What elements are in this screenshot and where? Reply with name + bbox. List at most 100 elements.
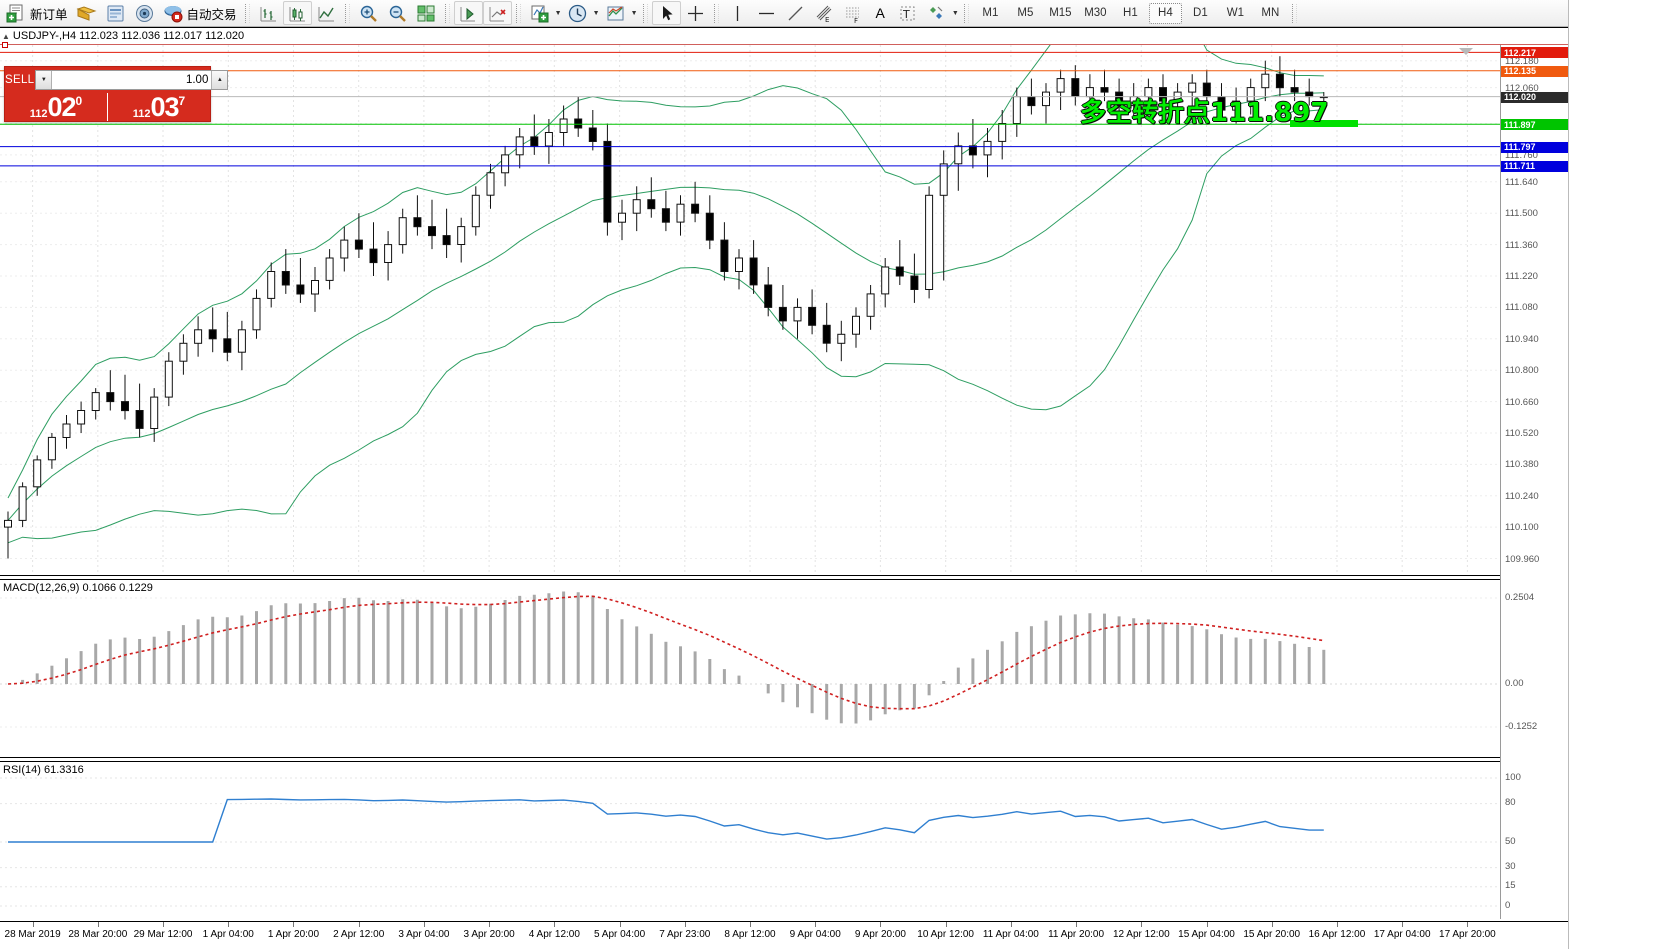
time-axis[interactable]: 28 Mar 2019 28 Mar 20:00 29 Mar 12:00 1 Apr… <box>0 922 1500 950</box>
time-axis-label: 15 Apr 04:00 <box>1178 929 1235 940</box>
macd-chart-svg <box>0 591 1500 728</box>
timeframe-w1[interactable]: W1 <box>1226 7 1244 19</box>
price-level-badge[interactable]: 111.711 <box>1501 160 1569 172</box>
chart-window[interactable]: ▲ USDJPY-,H4 112.023 112.036 112.017 112… <box>0 27 1675 950</box>
horizontal-line-button[interactable] <box>752 1 781 25</box>
text-icon: A <box>875 5 885 21</box>
price-scale[interactable]: 112.180112.060111.900111.760111.640111.5… <box>1500 45 1569 919</box>
volume-input[interactable] <box>52 71 212 89</box>
timeframe-h1[interactable]: H1 <box>1123 7 1138 19</box>
zoom-out-icon <box>387 3 408 24</box>
chart-resize-handle[interactable] <box>2 42 8 48</box>
new-order-button[interactable]: 新订单 <box>2 1 72 25</box>
rsi-tick: 30 <box>1505 861 1516 873</box>
timeframe-h4[interactable]: H4 <box>1148 2 1182 24</box>
market-watch-icon <box>105 3 126 24</box>
oct-price-row: 112 02 0 112 03 7 <box>5 93 210 121</box>
time-axis-label: 3 Apr 20:00 <box>463 929 515 940</box>
vertical-line-button[interactable] <box>723 1 752 25</box>
one-click-trading-panel[interactable]: SELL ▼ ▲ BUY 112 02 0 112 03 7 <box>4 66 254 122</box>
time-tickmark <box>423 922 425 927</box>
autotrading-button[interactable]: 自动交易 <box>159 1 241 25</box>
time-axis-label: 9 Apr 20:00 <box>854 929 906 940</box>
macd-pane[interactable]: MACD(12,26,9) 0.1066 0.1229 <box>0 579 1500 742</box>
rsi-pane[interactable]: RSI(14) 61.3316 <box>0 761 1500 919</box>
text-label-button[interactable]: T <box>893 1 922 25</box>
chart-annotation[interactable]: 多空转折点111.897 <box>1080 98 1329 129</box>
trendline-button[interactable] <box>781 1 810 25</box>
time-tickmark <box>163 922 165 927</box>
chart-shift-icon <box>487 3 508 24</box>
volume-stepper[interactable]: ▼ ▲ <box>35 70 229 90</box>
equidistant-channel-button[interactable]: E <box>810 1 839 25</box>
price-pane[interactable] <box>0 45 1500 572</box>
time-axis-label: 5 Apr 04:00 <box>593 929 646 940</box>
price-tick: 109.960 <box>1505 553 1540 565</box>
chart-shift-button[interactable] <box>482 1 512 25</box>
crosshair-button[interactable] <box>681 1 710 25</box>
indicators-add-icon <box>529 3 550 24</box>
price-level-badge[interactable]: 112.135 <box>1501 65 1569 77</box>
time-axis-label: 4 Apr 12:00 <box>528 929 580 940</box>
navigator-button[interactable] <box>130 1 159 25</box>
time-tickmark <box>1010 922 1012 927</box>
auto-scroll-icon <box>458 3 479 24</box>
buy-price-prefix: 112 <box>132 108 151 120</box>
templates-button[interactable] <box>601 1 630 25</box>
bar-chart-button[interactable] <box>254 1 283 25</box>
timeframe-m1[interactable]: M1 <box>982 7 999 19</box>
text-label-icon: T <box>897 3 918 24</box>
sell-price-point: 0 <box>75 94 83 108</box>
time-tickmark <box>358 922 360 927</box>
price-level-badge[interactable]: 112.020 <box>1501 91 1569 103</box>
price-level-badge[interactable]: 112.217 <box>1501 47 1569 59</box>
line-chart-button[interactable] <box>312 1 341 25</box>
time-tickmark <box>880 922 882 927</box>
cursor-button[interactable] <box>651 1 681 25</box>
buy-button[interactable]: BUY <box>229 74 254 86</box>
periods-dropdown-caret[interactable]: ▼ <box>592 9 600 17</box>
market-watch-button[interactable] <box>101 1 130 25</box>
price-level-badge[interactable]: 111.797 <box>1501 141 1569 153</box>
text-button[interactable]: A <box>868 1 893 25</box>
timeframe-d1[interactable]: D1 <box>1193 7 1208 19</box>
time-axis-label: 17 Apr 20:00 <box>1439 929 1496 940</box>
fibonacci-button[interactable]: F <box>839 1 868 25</box>
auto-scroll-button[interactable] <box>453 1 483 25</box>
zoom-in-button[interactable] <box>354 1 383 25</box>
time-tickmark <box>815 922 817 927</box>
periods-button[interactable] <box>563 1 592 25</box>
timeframe-m5[interactable]: M5 <box>1017 7 1034 19</box>
price-tick: 112.060 <box>1505 82 1539 94</box>
indicators-button[interactable] <box>525 1 554 25</box>
toolbar-separator <box>963 3 969 23</box>
time-axis-label: 1 Apr 04:00 <box>202 929 254 940</box>
time-axis-label: 3 Apr 04:00 <box>398 929 450 940</box>
toolbar-separator <box>1291 3 1297 23</box>
price-tick: 110.100 <box>1505 522 1539 534</box>
collapse-triangle-icon[interactable] <box>1459 48 1473 55</box>
rsi-tick: 15 <box>1505 880 1516 892</box>
shapes-button[interactable] <box>922 1 951 25</box>
sell-price-quote[interactable]: 112 02 0 <box>5 93 107 121</box>
time-axis-label: 1 Apr 20:00 <box>267 929 320 940</box>
macd-label: MACD(12,26,9) 0.1066 0.1229 <box>3 582 153 594</box>
chart-title-arrow-icon: ▲ <box>2 31 10 41</box>
templates-dropdown-caret[interactable]: ▼ <box>630 9 638 17</box>
chart-title-text: USDJPY-,H4 112.023 112.036 112.017 112.0… <box>12 30 245 42</box>
price-tick: 111.220 <box>1505 270 1538 282</box>
shapes-dropdown-caret[interactable]: ▼ <box>951 9 959 17</box>
timeframe-m15[interactable]: M15 <box>1049 7 1072 19</box>
timeframe-mn[interactable]: MN <box>1261 7 1280 19</box>
buy-price-quote[interactable]: 112 03 7 <box>107 93 210 121</box>
indicators-dropdown-caret[interactable]: ▼ <box>554 9 562 17</box>
profiles-button[interactable] <box>72 1 101 25</box>
timeframe-m30[interactable]: M30 <box>1084 7 1107 19</box>
tile-windows-button[interactable] <box>412 1 441 25</box>
zoom-out-button[interactable] <box>383 1 412 25</box>
price-level-badge[interactable]: 111.897 <box>1501 119 1569 131</box>
candlestick-chart-button[interactable] <box>282 1 312 25</box>
volume-increase-button[interactable]: ▲ <box>211 71 228 89</box>
sell-button[interactable]: SELL <box>5 74 35 86</box>
volume-decrease-button[interactable]: ▼ <box>36 71 53 89</box>
